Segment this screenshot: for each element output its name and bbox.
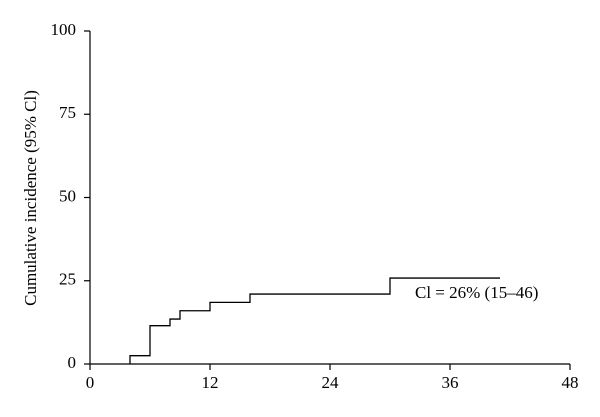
- y-tick-label: 100: [51, 20, 77, 39]
- step-line: [129, 277, 500, 364]
- x-tick-label: 48: [562, 373, 579, 392]
- x-tick-label: 36: [442, 373, 459, 392]
- annotation: Cl = 26% (15–46): [415, 283, 538, 302]
- y-tick-label: 75: [59, 103, 76, 122]
- x-tick-label: 0: [86, 373, 95, 392]
- x-tick-label: 24: [322, 373, 340, 392]
- y-axis-label: Cumulative incidence (95% Cl): [21, 90, 40, 306]
- x-tick-label: 12: [202, 373, 219, 392]
- y-tick-label: 0: [68, 353, 77, 372]
- y-tick-label: 25: [59, 270, 76, 289]
- y-tick-label: 50: [59, 186, 76, 205]
